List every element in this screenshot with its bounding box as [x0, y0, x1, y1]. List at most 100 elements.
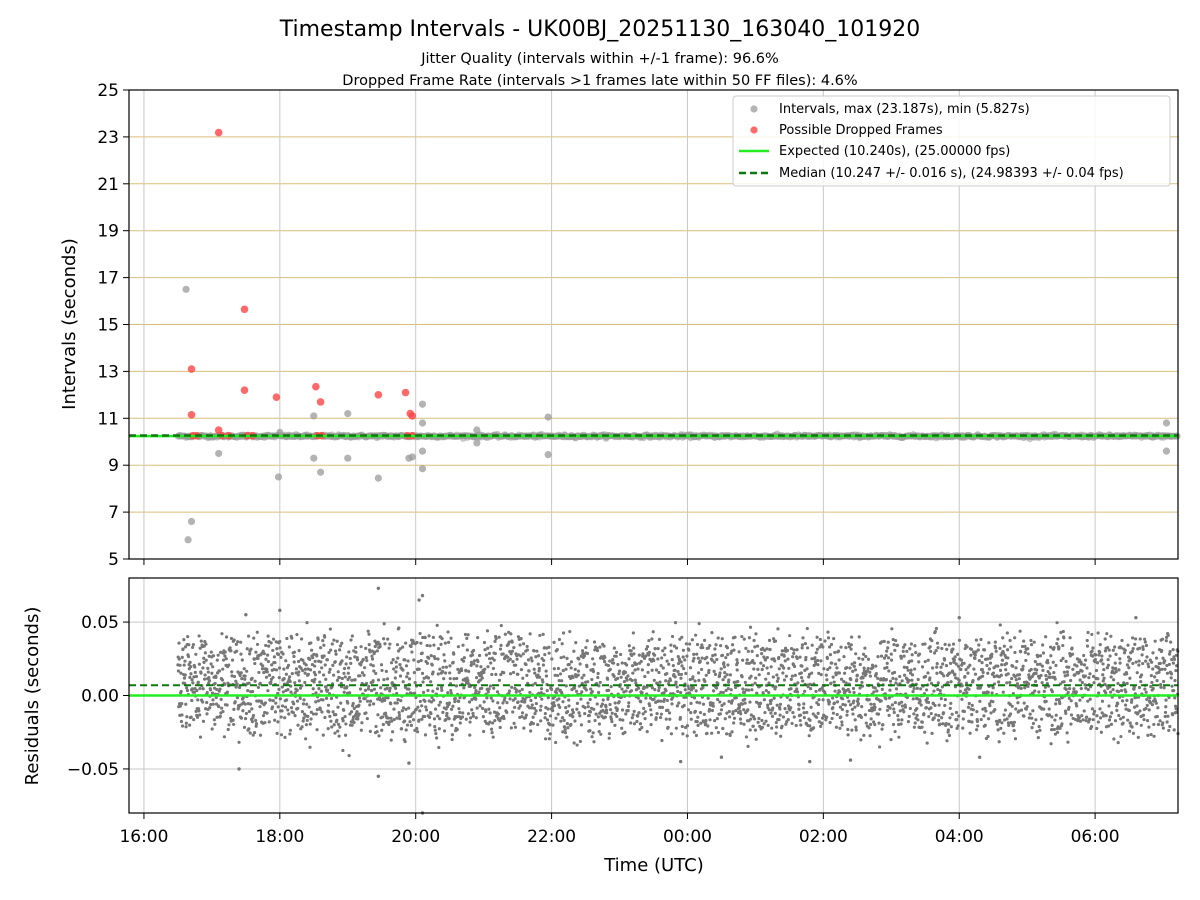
residual-point: [981, 674, 985, 678]
residual-point: [938, 722, 942, 726]
residual-point: [956, 652, 960, 657]
residual-point: [548, 714, 553, 718]
residual-point: [194, 652, 198, 656]
residual-point: [489, 644, 493, 649]
residual-point: [540, 697, 544, 701]
residual-point: [303, 671, 307, 675]
residual-point: [982, 648, 987, 652]
y-tick-label: 13: [97, 362, 119, 382]
residual-point: [498, 647, 503, 651]
residual-point: [943, 642, 947, 646]
residual-point: [418, 709, 422, 713]
residual-point: [728, 733, 732, 738]
residual-point: [965, 691, 969, 695]
residual-point: [189, 715, 193, 719]
residual-point: [532, 667, 536, 671]
residual-point: [760, 725, 765, 730]
residual-point: [670, 658, 674, 662]
residual-point: [951, 642, 956, 646]
residual-point: [1047, 707, 1051, 711]
residual-point: [445, 711, 449, 716]
residual-point: [396, 698, 400, 702]
residual-point: [227, 663, 231, 667]
residual-point: [831, 675, 835, 679]
residual-point: [888, 688, 892, 692]
residual-point: [1141, 647, 1145, 651]
residual-point: [1159, 685, 1163, 689]
residual-point: [438, 700, 443, 704]
residual-point: [534, 709, 538, 713]
residual-point: [330, 725, 334, 729]
residual-point: [419, 641, 423, 645]
residual-point: [769, 665, 773, 669]
residual-point: [529, 729, 533, 733]
residual-point: [404, 728, 408, 732]
residual-point: [394, 670, 398, 674]
residual-point: [355, 658, 360, 662]
residual-point: [404, 641, 408, 645]
residual-point: [420, 704, 424, 708]
residual-point: [908, 647, 912, 651]
residual-point: [220, 678, 225, 682]
residual-point: [1100, 654, 1104, 658]
residual-point: [586, 701, 590, 705]
residual-point: [880, 687, 884, 691]
residual-point: [631, 713, 635, 717]
residual-point: [461, 659, 466, 663]
residual-point: [926, 700, 931, 704]
residual-point: [797, 707, 801, 711]
residual-point: [251, 713, 256, 718]
residual-point: [596, 715, 600, 719]
residual-point: [394, 660, 398, 664]
residual-point: [1069, 699, 1073, 703]
residual-point: [802, 689, 807, 693]
residual-point: [816, 702, 821, 707]
residual-point: [327, 650, 331, 655]
residual-point: [679, 676, 683, 680]
residual-point: [370, 688, 374, 693]
residual-point: [576, 669, 581, 673]
residual-point: [592, 640, 597, 644]
residual-point: [480, 686, 484, 690]
residual-point: [363, 697, 367, 701]
residual-point: [630, 664, 635, 668]
residual-point: [1014, 678, 1018, 682]
residual-point: [756, 667, 760, 672]
residual-point: [880, 727, 884, 731]
residual-point: [186, 634, 190, 639]
residual-point: [792, 648, 796, 652]
residual-point: [1083, 674, 1087, 678]
residual-point: [782, 654, 786, 658]
residual-point: [397, 626, 401, 630]
residual-point: [250, 676, 254, 680]
residual-point: [894, 687, 899, 691]
residual-point: [1151, 686, 1155, 691]
residual-point: [416, 730, 420, 734]
residual-point: [1148, 696, 1152, 700]
residual-point: [681, 648, 685, 652]
residual-point: [916, 677, 920, 682]
residual-point: [1107, 718, 1112, 722]
residual-point: [490, 731, 494, 735]
residual-point: [309, 641, 313, 645]
residual-point: [283, 735, 287, 739]
residual-point: [755, 654, 759, 658]
residual-point: [1042, 689, 1046, 693]
residual-point: [711, 704, 715, 708]
residual-point: [1123, 648, 1127, 652]
residual-point: [624, 712, 628, 716]
residual-point: [679, 660, 683, 664]
residual-point: [468, 733, 472, 737]
residual-point: [239, 671, 243, 675]
residual-point: [1135, 704, 1139, 708]
residual-point: [913, 667, 917, 671]
residual-point: [295, 688, 299, 692]
residual-point: [613, 701, 617, 705]
residual-point: [560, 716, 565, 720]
residual-point: [480, 706, 485, 710]
residual-point: [274, 640, 278, 644]
residual-point: [695, 700, 699, 704]
residual-point: [846, 727, 850, 732]
residual-point: [674, 646, 679, 650]
residual-point: [732, 648, 736, 652]
